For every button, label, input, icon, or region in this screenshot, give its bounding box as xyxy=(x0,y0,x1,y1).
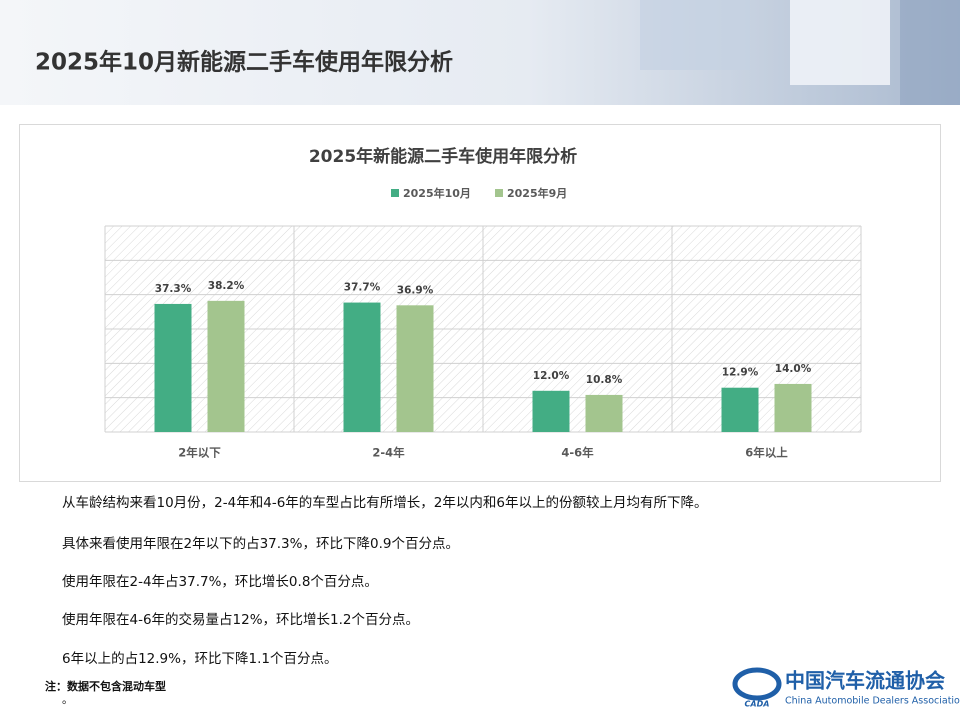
bar xyxy=(774,383,812,432)
paragraph: 6年以上的占12.9%，环比下降1.1个百分点。 xyxy=(62,651,338,667)
bar xyxy=(721,387,759,432)
data-label: 14.0% xyxy=(775,363,812,375)
data-label: 10.8% xyxy=(586,374,623,386)
data-label: 37.7% xyxy=(344,282,381,294)
legend-label: 2025年10月 xyxy=(403,186,471,200)
data-label: 12.0% xyxy=(533,370,570,382)
bar xyxy=(396,305,434,432)
bar xyxy=(343,302,381,432)
x-tick-label: 2年以下 xyxy=(178,446,221,460)
chart-title: 2025年新能源二手车使用年限分析 xyxy=(309,146,577,167)
page-title: 2025年10月新能源二手车使用年限分析 xyxy=(35,49,453,76)
paragraph: 从车龄结构来看10月份，2-4年和4-6年的车型占比有所增长，2年以内和6年以上… xyxy=(62,495,708,511)
paragraph: 使用年限在4-6年的交易量占12%，环比增长1.2个百分点。 xyxy=(62,612,420,628)
x-tick-label: 2-4年 xyxy=(372,446,405,460)
legend-label: 2025年9月 xyxy=(507,186,567,200)
decor xyxy=(900,0,960,105)
paragraph: 具体来看使用年限在2年以下的占37.3%，环比下降0.9个百分点。 xyxy=(62,536,459,552)
data-label: 38.2% xyxy=(208,280,245,292)
data-label: 37.3% xyxy=(155,283,192,295)
bar xyxy=(585,394,623,432)
logo-mark-text: CADA xyxy=(745,700,770,709)
legend-swatch xyxy=(495,189,503,197)
logo-mark xyxy=(732,667,782,701)
x-tick-label: 6年以上 xyxy=(745,446,788,460)
decor xyxy=(790,0,890,85)
bar xyxy=(532,390,570,432)
data-label: 36.9% xyxy=(397,284,434,296)
paragraph: 使用年限在2-4年占37.7%，环比增长0.8个百分点。 xyxy=(62,574,378,590)
footnote: 。 xyxy=(62,693,73,706)
x-tick-label: 4-6年 xyxy=(561,446,594,460)
legend-swatch xyxy=(391,189,399,197)
logo-name: 中国汽车流通协会 xyxy=(785,669,945,693)
data-label: 12.9% xyxy=(722,367,759,379)
decor xyxy=(640,0,750,70)
footnote: 注：数据不包含混动车型 xyxy=(45,679,166,693)
bar xyxy=(154,303,192,432)
logo-english: China Automobile Dealers Association xyxy=(785,696,960,707)
bar xyxy=(207,300,245,432)
